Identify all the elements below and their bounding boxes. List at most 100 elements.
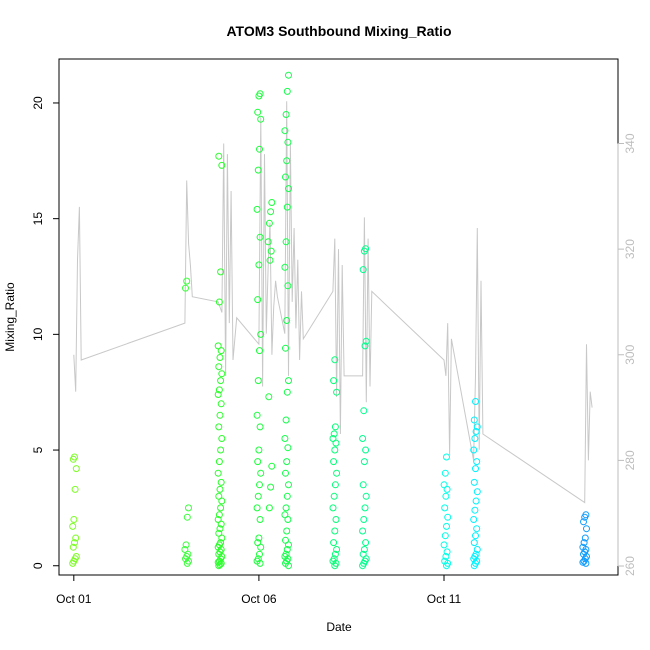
data-point [253, 504, 261, 512]
data-point [72, 465, 80, 473]
data-point [256, 481, 263, 489]
data-point [266, 256, 274, 264]
data-point [267, 483, 275, 491]
x-tick-label: Oct 01 [56, 592, 92, 606]
data-point [257, 115, 265, 123]
y-right-tick-label: 300 [623, 344, 637, 364]
data-point [284, 138, 292, 146]
data-point [215, 562, 223, 570]
data-point [580, 539, 588, 547]
data-point [256, 516, 264, 523]
data-point [470, 516, 478, 523]
data-point [283, 157, 291, 165]
data-point [70, 516, 78, 523]
data-point [470, 446, 478, 454]
data-point [580, 518, 587, 526]
data-point [360, 458, 368, 466]
data-point [444, 513, 452, 521]
data-point [581, 534, 589, 542]
data-point [360, 516, 368, 523]
chart-title: ATOM3 Southbound Mixing_Ratio [226, 23, 451, 39]
data-point [331, 481, 339, 489]
data-point [443, 548, 451, 556]
data-point [283, 458, 291, 466]
data-point [69, 543, 77, 551]
data-point [282, 238, 290, 246]
data-point [359, 481, 367, 489]
axes: Oct 01 Oct 06 Oct 11 0 5 10 15 20 260 280 300 320 34… [31, 96, 637, 606]
data-point [185, 504, 192, 512]
concentration-line [73, 101, 593, 504]
data-point [470, 416, 478, 424]
data-point [215, 492, 223, 500]
data-point [331, 527, 339, 535]
data-point [282, 173, 289, 181]
data-point [583, 525, 590, 533]
data-point [470, 539, 478, 547]
data-point [582, 511, 590, 519]
data-point [442, 492, 450, 500]
data-point [282, 504, 290, 512]
data-point [282, 416, 290, 424]
y-left-tick-label: 0 [31, 562, 45, 569]
data-point [473, 488, 481, 496]
data-point [332, 516, 340, 523]
data-point [284, 444, 292, 452]
data-point [330, 458, 338, 466]
data-point [330, 539, 338, 547]
data-point [257, 469, 265, 477]
data-point [282, 469, 289, 477]
data-point [285, 71, 292, 79]
data-point [217, 446, 225, 454]
y-left-tick-label: 20 [31, 96, 45, 110]
data-point [331, 446, 339, 454]
data-point [255, 534, 263, 542]
data-point [440, 481, 448, 489]
x-tick-label: Oct 06 [241, 592, 277, 606]
data-point [330, 555, 338, 563]
data-point [282, 111, 290, 118]
data-point [72, 534, 80, 542]
data-point [254, 377, 262, 385]
data-point [267, 208, 275, 216]
data-point [218, 435, 226, 442]
data-point [254, 108, 262, 116]
data-point [472, 497, 480, 505]
data-point [359, 435, 367, 442]
y-right-tick-label: 320 [623, 239, 637, 259]
data-point [253, 205, 261, 213]
y-right-tick-label: 280 [623, 450, 637, 470]
data-point [441, 469, 449, 477]
data-point [361, 504, 369, 512]
data-point [441, 504, 449, 512]
data-point [217, 268, 225, 276]
data-point [473, 525, 481, 533]
data-point [257, 330, 265, 338]
data-point [215, 529, 223, 537]
data-point [285, 377, 292, 385]
data-point [69, 522, 77, 530]
data-point [362, 539, 370, 547]
data-point [217, 504, 225, 512]
data-point [267, 247, 275, 255]
data-point [360, 407, 368, 415]
data-point [254, 296, 262, 304]
data-point [284, 282, 292, 290]
data-point [182, 541, 190, 549]
data-point [268, 199, 276, 206]
data-point [331, 423, 339, 431]
y-left-tick-label: 15 [31, 212, 45, 226]
data-point [265, 504, 273, 512]
data-point [441, 532, 449, 540]
data-point [471, 435, 479, 442]
data-point [214, 469, 222, 477]
data-point [579, 543, 587, 551]
y-left-tick-label: 10 [31, 327, 45, 341]
y-right-tick-label: 340 [623, 133, 637, 153]
data-point [361, 342, 369, 350]
data-point [218, 161, 226, 169]
data-point [362, 446, 370, 454]
data-point [282, 536, 289, 544]
data-point [472, 428, 480, 435]
data-point [285, 481, 292, 489]
